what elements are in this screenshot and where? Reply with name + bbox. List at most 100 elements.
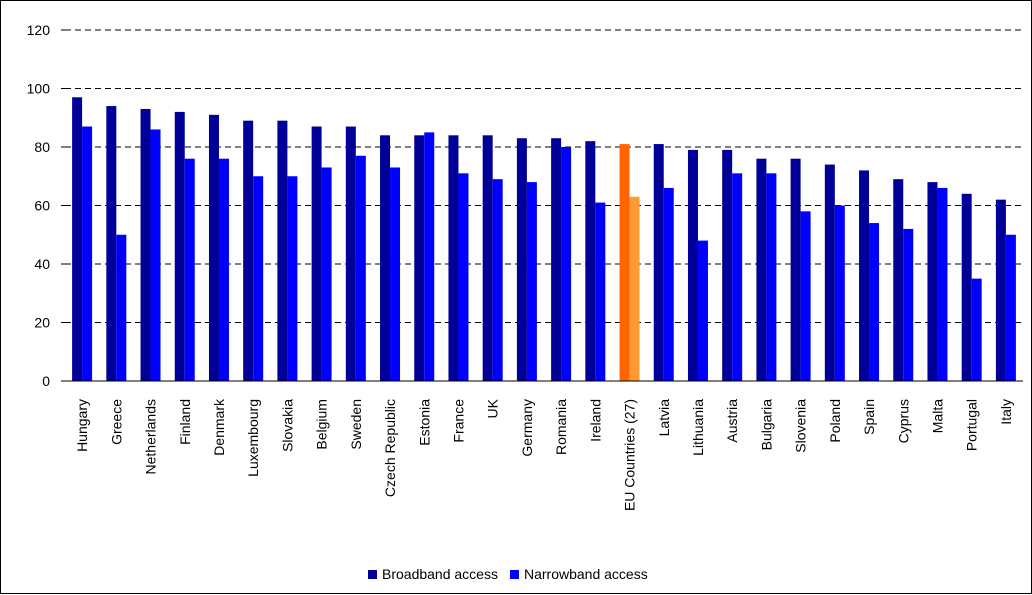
bar-narrowband	[492, 179, 503, 381]
x-tick-label: Luxembourg	[245, 399, 261, 477]
bar-narrowband	[732, 173, 743, 381]
y-tick-label: 20	[34, 315, 50, 331]
y-tick-label: 60	[34, 198, 50, 214]
x-tick-label: Austria	[724, 399, 740, 443]
x-tick-label: Belgium	[314, 399, 330, 450]
bar-broadband	[174, 111, 185, 382]
x-tick-label: France	[450, 399, 466, 443]
x-tick-label: EU Countries (27)	[622, 399, 638, 511]
bar-broadband	[208, 114, 219, 381]
x-tick-label: Latvia	[656, 399, 672, 437]
bar-narrowband	[526, 182, 537, 381]
x-tick-label: Slovenia	[793, 399, 809, 453]
bar-narrowband	[663, 187, 674, 381]
x-tick-label: Italy	[998, 399, 1014, 425]
x-tick-label: Portugal	[964, 399, 980, 451]
bar-narrowband	[184, 158, 195, 381]
bar-narrowband	[869, 223, 880, 381]
x-tick-label: Netherlands	[143, 399, 159, 475]
x-tick-label: Poland	[827, 399, 843, 443]
bar-narrowband	[424, 132, 435, 381]
y-tick-label: 40	[34, 256, 50, 272]
x-tick-label: Sweden	[348, 399, 364, 450]
bar-narrowband	[629, 196, 640, 381]
x-tick-label: Estonia	[416, 399, 432, 446]
bar-narrowband	[287, 176, 298, 381]
y-tick-label: 80	[34, 139, 50, 155]
axes	[61, 29, 1023, 382]
bar-broadband	[824, 164, 835, 381]
bar-broadband	[243, 120, 254, 382]
bar-broadband	[722, 149, 733, 381]
legend-swatch	[368, 570, 377, 579]
bar-narrowband	[150, 129, 161, 381]
legend-label: Broadband access	[382, 566, 498, 582]
legend-label: Narrowband access	[524, 566, 648, 582]
bar-broadband	[961, 193, 972, 381]
bar-broadband	[345, 126, 356, 382]
bar-narrowband	[321, 167, 332, 381]
x-tick-label: Spain	[861, 399, 877, 435]
bar-narrowband	[1005, 234, 1016, 381]
legend-swatch	[509, 570, 519, 579]
bar-broadband	[619, 144, 630, 381]
x-tick-label: Malta	[929, 399, 945, 433]
x-tick-label: Finland	[177, 399, 193, 445]
x-tick-label: Romania	[553, 399, 569, 455]
bar-broadband	[380, 135, 391, 381]
x-tick-label: Hungary	[74, 399, 90, 452]
x-tick-label: Czech Republic	[382, 399, 398, 497]
bar-broadband	[482, 135, 493, 381]
bar-broadband	[311, 126, 322, 382]
bar-narrowband	[697, 240, 708, 381]
x-tick-label: Ireland	[587, 399, 603, 442]
bar-narrowband	[82, 126, 93, 382]
bar-narrowband	[971, 278, 982, 381]
bar-broadband	[995, 199, 1006, 381]
bar-broadband	[140, 108, 151, 381]
bar-broadband	[585, 141, 596, 381]
x-tick-label: UK	[485, 398, 501, 418]
bar-broadband	[551, 138, 562, 381]
tick-labels: 0 20 40 60 80 100 120 Hungary Greece Netherlands F…	[27, 22, 1014, 511]
x-tick-label: Cyprus	[895, 399, 911, 443]
x-tick-label: Bulgaria	[758, 399, 774, 451]
bar-broadband	[859, 170, 870, 381]
x-tick-label: Germany	[519, 399, 535, 457]
bar-narrowband	[390, 167, 401, 381]
bar-narrowband	[903, 228, 914, 381]
bar-narrowband	[253, 176, 264, 381]
bar-narrowband	[355, 155, 366, 381]
x-tick-label: Slovakia	[279, 399, 295, 452]
bar-broadband	[653, 144, 664, 381]
x-tick-label: Denmark	[211, 398, 227, 456]
bar-narrowband	[116, 234, 127, 381]
bar-broadband	[687, 149, 698, 381]
bar-broadband	[106, 106, 117, 382]
x-tick-label: Lithuania	[690, 399, 706, 456]
y-tick-label: 0	[42, 373, 50, 389]
bar-broadband	[277, 120, 288, 382]
bar-broadband	[893, 179, 904, 381]
bar-narrowband	[937, 187, 948, 381]
bar-broadband	[448, 135, 459, 381]
bar-narrowband	[458, 173, 469, 381]
bar-narrowband	[561, 147, 572, 381]
bars	[72, 97, 1016, 382]
gridlines	[65, 29, 1023, 323]
bar-narrowband	[766, 173, 777, 381]
y-tick-label: 100	[27, 81, 51, 97]
bar-narrowband	[800, 211, 811, 381]
bar-broadband	[790, 158, 801, 381]
bar-broadband	[756, 158, 767, 381]
x-tick-label: Greece	[108, 399, 124, 445]
bar-broadband	[927, 182, 938, 381]
bar-broadband	[516, 138, 527, 381]
bar-narrowband	[595, 202, 606, 381]
y-tick-label: 120	[27, 22, 51, 38]
legend: Broadband access Narrowband access	[368, 566, 648, 582]
bar-narrowband	[834, 205, 845, 381]
bar-broadband	[414, 135, 425, 381]
